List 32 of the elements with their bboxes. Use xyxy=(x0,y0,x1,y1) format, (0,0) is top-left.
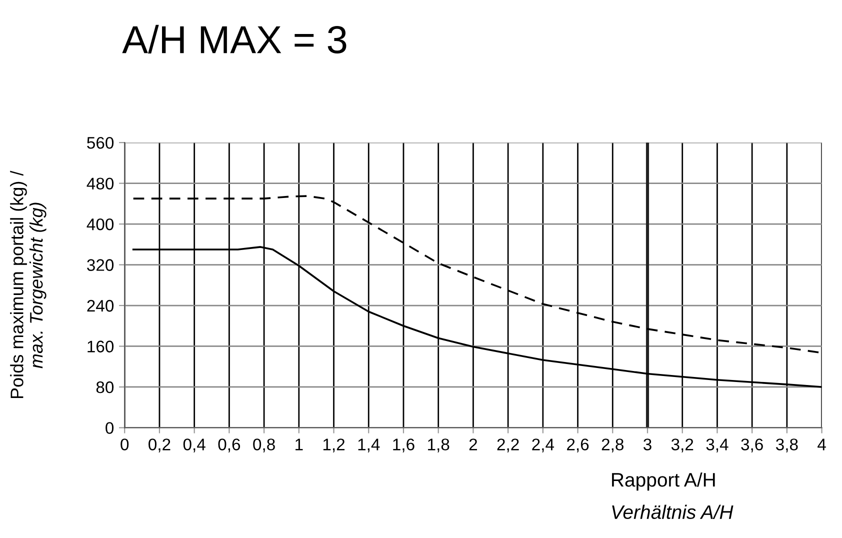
y-tick-label: 0 xyxy=(106,422,114,434)
x-tick-label: 0,6 xyxy=(218,438,240,452)
x-tick-label: 1,8 xyxy=(428,438,450,452)
x-tick-label: 0 xyxy=(120,438,129,450)
y-tick-label: 320 xyxy=(87,259,114,271)
x-tick-label: 1,2 xyxy=(323,438,345,452)
x-tick-label: 1 xyxy=(296,438,303,450)
x-tick-label: 3,8 xyxy=(776,438,798,452)
y-tick-label: 480 xyxy=(86,178,114,190)
x-tick-label: 1,6 xyxy=(393,438,414,452)
x-tick-label: 3 xyxy=(644,438,652,450)
y-tick-label: 160 xyxy=(88,340,114,352)
x-tick-label: 2,2 xyxy=(497,438,519,452)
x-tick-label: 2 xyxy=(469,438,477,450)
x-tick-label: 3,4 xyxy=(706,438,728,452)
x-tick-label: 2,4 xyxy=(532,438,554,452)
y-tick-label: 80 xyxy=(96,381,114,394)
y-tick-label: 560 xyxy=(87,136,114,149)
x-tick-label: 4 xyxy=(818,438,826,450)
y-tick-label: 400 xyxy=(86,218,114,230)
chart-title: A/H MAX = 3 xyxy=(122,24,346,54)
x-tick-label: 0,2 xyxy=(148,438,170,452)
x-tick-label: 0,8 xyxy=(253,438,275,452)
x-tick-label: 0,4 xyxy=(183,438,206,452)
x-tick-label: 3,2 xyxy=(671,438,694,452)
y-tick-label: 240 xyxy=(87,300,114,312)
x-tick-label: 2,8 xyxy=(602,438,624,452)
y-axis-title: Poids maximum portail (kg) / max. Torgewicht (kg) xyxy=(10,170,46,398)
x-tick-label: 3,6 xyxy=(741,438,763,452)
x-tick-label: 1,4 xyxy=(358,438,380,452)
x-tick-label: 2,6 xyxy=(567,438,589,452)
x-axis-title: Rapport A/H Verhältnis A/H xyxy=(612,472,734,520)
